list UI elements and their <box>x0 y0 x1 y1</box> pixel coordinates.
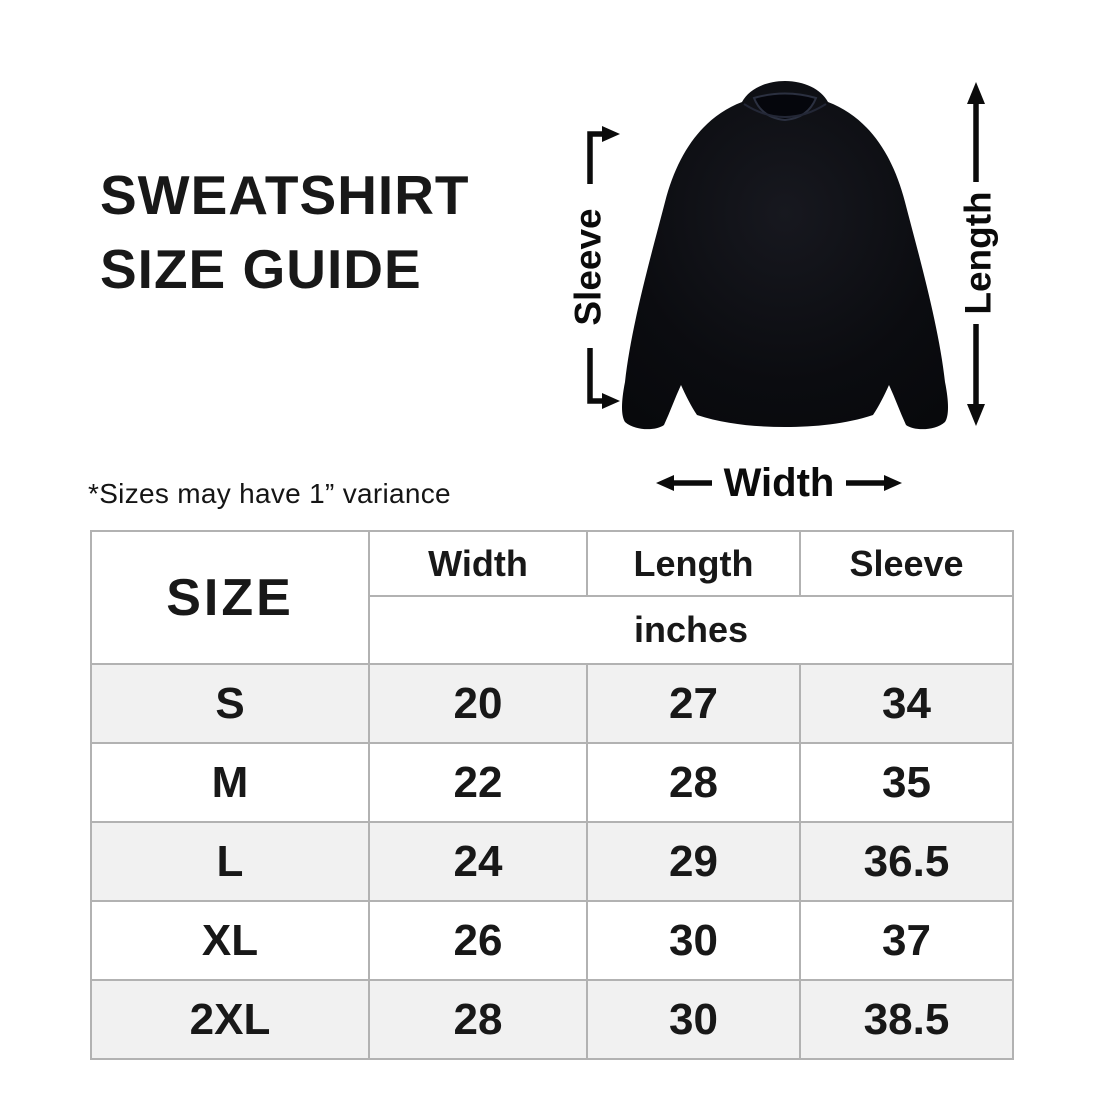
sweatshirt-silhouette <box>622 81 948 430</box>
size-column-header: SIZE <box>90 530 370 665</box>
length-label: Length <box>958 191 999 314</box>
sleeve-cell: 34 <box>799 663 1014 744</box>
size-cell: S <box>90 663 370 744</box>
page-title-line1: SWEATSHIRT <box>100 164 470 226</box>
table-row-l: L 24 29 36.5 <box>90 821 1014 902</box>
sleeve-cell: 37 <box>799 900 1014 981</box>
col-header-sleeve: Sleeve <box>799 530 1014 597</box>
col-header-length: Length <box>586 530 801 597</box>
size-cell: M <box>90 742 370 823</box>
width-label: Width <box>724 461 835 505</box>
table-row-xl: XL 26 30 37 <box>90 900 1014 981</box>
width-cell: 28 <box>368 979 588 1060</box>
table-row-s: S 20 27 34 <box>90 663 1014 744</box>
length-cell: 30 <box>586 900 801 981</box>
sleeve-cell: 38.5 <box>799 979 1014 1060</box>
size-cell: L <box>90 821 370 902</box>
sleeve-label: Sleeve <box>568 208 609 325</box>
table-unit-row: inches <box>91 595 1014 665</box>
table-row-2xl: 2XL 28 30 38.5 <box>90 979 1014 1060</box>
sleeve-measure-indicator: Sleeve <box>568 126 620 409</box>
page-title: SWEATSHIRT SIZE GUIDE <box>100 158 470 306</box>
collar-seam <box>743 103 827 118</box>
sweatshirt-image <box>622 81 948 430</box>
width-cell: 22 <box>368 742 588 823</box>
length-arrow-up-icon <box>967 82 985 104</box>
length-cell: 27 <box>586 663 801 744</box>
sleeve-arrow-bottom-icon <box>602 393 620 409</box>
variance-note: *Sizes may have 1” variance <box>88 478 451 509</box>
table-row-m: M 22 28 35 <box>90 742 1014 823</box>
length-cell: 29 <box>586 821 801 902</box>
width-cell: 20 <box>368 663 588 744</box>
sleeve-arrow-top-icon <box>602 126 620 142</box>
size-table: SIZE Width Length Sleeve inches S 20 27 … <box>90 530 1014 1060</box>
length-arrow-down-icon <box>967 404 985 426</box>
width-arrow-right-icon <box>884 475 902 491</box>
width-arrow-left-icon <box>656 475 674 491</box>
page-title-line2: SIZE GUIDE <box>100 238 422 300</box>
length-measure-indicator: Length <box>958 82 999 426</box>
size-cell: XL <box>90 900 370 981</box>
sleeve-cell: 35 <box>799 742 1014 823</box>
unit-header: inches <box>368 595 1014 665</box>
length-cell: 30 <box>586 979 801 1060</box>
length-cell: 28 <box>586 742 801 823</box>
width-measure-indicator: Width <box>656 461 902 505</box>
width-cell: 26 <box>368 900 588 981</box>
table-header-row: SIZE Width Length Sleeve <box>90 530 1014 665</box>
sleeve-cell: 36.5 <box>799 821 1014 902</box>
width-cell: 24 <box>368 821 588 902</box>
col-header-width: Width <box>368 530 588 597</box>
size-cell: 2XL <box>90 979 370 1060</box>
